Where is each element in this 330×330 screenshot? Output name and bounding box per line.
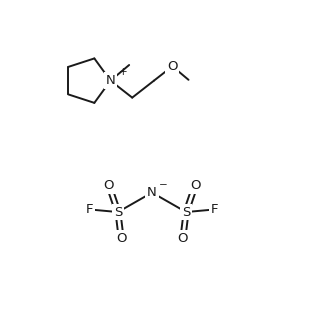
Text: S: S [182, 206, 190, 218]
Text: F: F [211, 203, 218, 216]
Text: O: O [116, 232, 126, 245]
Text: O: O [178, 232, 188, 245]
Text: −: − [159, 181, 168, 190]
Text: F: F [86, 203, 93, 216]
Text: N: N [147, 186, 157, 199]
Text: O: O [190, 179, 200, 192]
Text: O: O [104, 179, 114, 192]
Text: O: O [167, 60, 178, 73]
Text: +: + [118, 67, 127, 77]
Text: N: N [106, 74, 116, 87]
Text: S: S [114, 206, 122, 218]
